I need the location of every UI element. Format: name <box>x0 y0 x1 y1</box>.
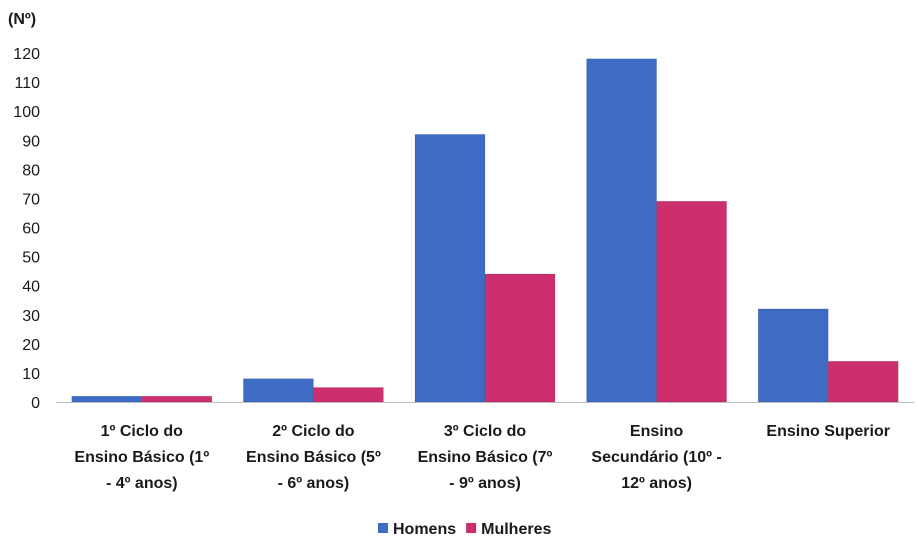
x-axis-category-labels: 1º Ciclo do Ensino Básico (1º - 4º anos) 2º… <box>74 423 890 492</box>
legend-swatch-homens <box>378 523 388 533</box>
x-category-label: Ensino Secundário (10º - 12º anos) <box>591 423 721 492</box>
x-category-label-line: Secundário (10º - <box>591 449 721 466</box>
x-category-label: 2º Ciclo do Ensino Básico (5º - 6º anos) <box>246 423 381 492</box>
y-tick-label: 70 <box>22 191 40 208</box>
bar-mulheres-4 <box>656 201 727 403</box>
y-axis-ticks: 0 10 20 30 40 50 60 70 80 90 100 110 120 <box>13 46 40 412</box>
x-category-label-line: Ensino Superior <box>766 423 890 440</box>
x-category-label-line: 2º Ciclo do <box>272 423 355 440</box>
y-tick-label: 60 <box>22 221 40 238</box>
bar-homens-2 <box>243 378 314 403</box>
bar-mulheres-1 <box>141 395 213 403</box>
legend-swatch-mulheres <box>466 523 477 533</box>
x-category-label-line: Ensino Básico (5º <box>246 449 381 466</box>
bar-homens-3 <box>414 134 486 403</box>
x-category-label-line: Ensino <box>630 423 684 440</box>
y-axis-label: (Nº) <box>8 11 36 28</box>
y-tick-label: 30 <box>22 308 40 325</box>
x-category-label-line: 12º anos) <box>621 475 692 492</box>
bar-mulheres-2 <box>313 387 384 403</box>
y-tick-label: 110 <box>14 75 40 92</box>
bar-homens-4 <box>586 58 657 403</box>
x-category-label-line: 3º Ciclo do <box>444 423 527 440</box>
bars <box>71 58 899 403</box>
bar-mulheres-5 <box>827 360 899 403</box>
y-tick-label: 40 <box>22 279 40 296</box>
legend: Homens Mulheres <box>378 521 551 538</box>
y-tick-label: 80 <box>22 162 40 179</box>
x-category-label-line: - 6º anos) <box>278 475 350 492</box>
x-category-label-line: 1º Ciclo do <box>101 423 184 440</box>
legend-label-mulheres: Mulheres <box>481 521 551 538</box>
bar-homens-1 <box>71 395 143 403</box>
y-tick-label: 50 <box>22 250 40 267</box>
bar-mulheres-3 <box>484 273 556 403</box>
y-tick-label: 90 <box>22 133 40 150</box>
legend-label-homens: Homens <box>393 521 456 538</box>
x-category-label: 3º Ciclo do Ensino Básico (7º - 9º anos) <box>418 423 553 492</box>
y-tick-label: 120 <box>13 46 40 63</box>
x-category-label-line: Ensino Básico (1º <box>74 449 209 466</box>
x-category-label: Ensino Superior <box>766 423 890 440</box>
y-tick-label: 10 <box>22 366 40 383</box>
x-category-label-line: - 4º anos) <box>106 475 178 492</box>
x-category-label-line: Ensino Básico (7º <box>418 449 553 466</box>
bar-homens-5 <box>757 308 829 403</box>
x-category-label: 1º Ciclo do Ensino Básico (1º - 4º anos) <box>74 423 209 492</box>
y-tick-label: 0 <box>31 395 40 412</box>
x-category-label-line: - 9º anos) <box>449 475 521 492</box>
y-tick-label: 100 <box>13 104 40 121</box>
y-tick-label: 20 <box>22 337 40 354</box>
